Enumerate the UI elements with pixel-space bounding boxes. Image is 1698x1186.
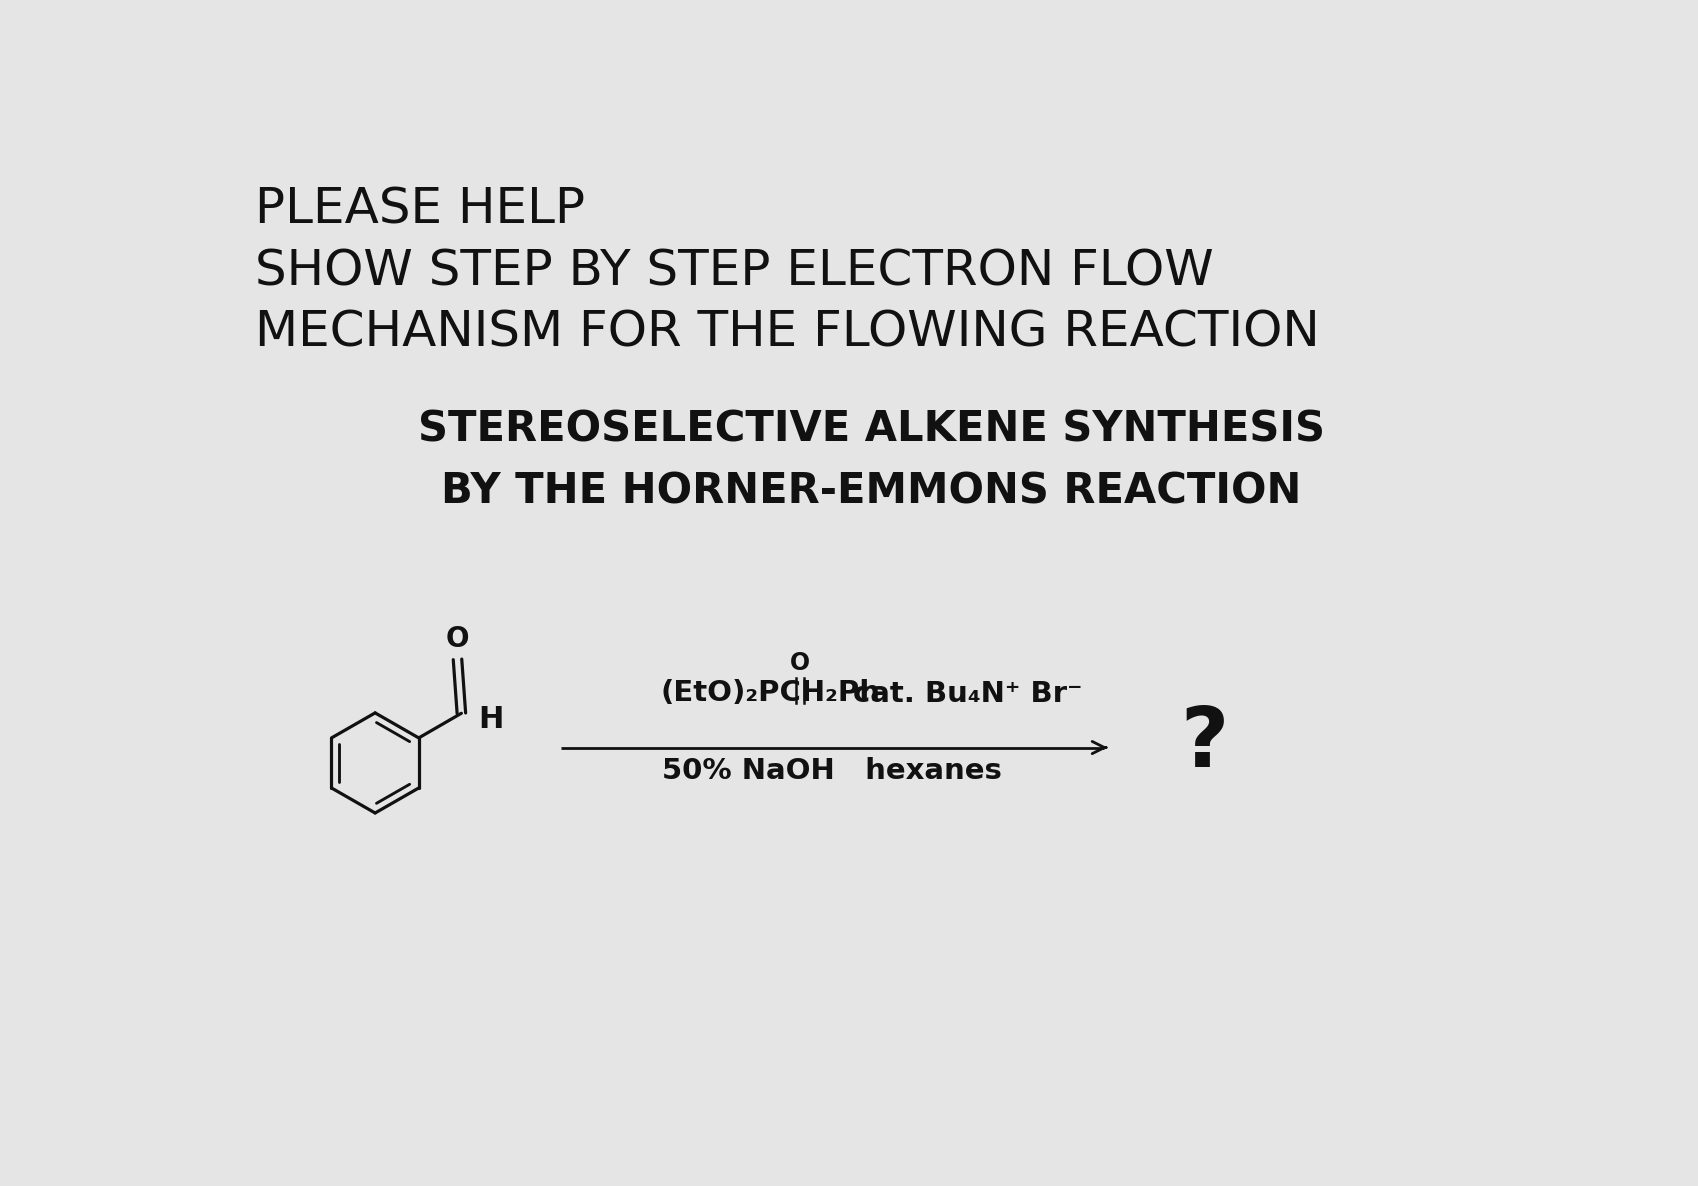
Text: cat. Bu₄N⁺ Br⁻: cat. Bu₄N⁺ Br⁻ xyxy=(852,680,1082,708)
Text: 50% NaOH   hexanes: 50% NaOH hexanes xyxy=(662,757,1002,785)
Text: (EtO)₂PCH₂Ph: (EtO)₂PCH₂Ph xyxy=(661,680,880,708)
Text: BY THE HORNER-EMMONS REACTION: BY THE HORNER-EMMONS REACTION xyxy=(441,471,1301,512)
Text: MECHANISM FOR THE FLOWING REACTION: MECHANISM FOR THE FLOWING REACTION xyxy=(255,308,1319,357)
Text: SHOW STEP BY STEP ELECTRON FLOW: SHOW STEP BY STEP ELECTRON FLOW xyxy=(255,247,1212,295)
Text: O: O xyxy=(445,625,469,653)
Text: ?: ? xyxy=(1180,703,1228,784)
Text: O: O xyxy=(790,651,810,675)
Text: STEREOSELECTIVE ALKENE SYNTHESIS: STEREOSELECTIVE ALKENE SYNTHESIS xyxy=(418,409,1324,451)
Text: PLEASE HELP: PLEASE HELP xyxy=(255,185,584,234)
Text: H: H xyxy=(479,704,504,734)
